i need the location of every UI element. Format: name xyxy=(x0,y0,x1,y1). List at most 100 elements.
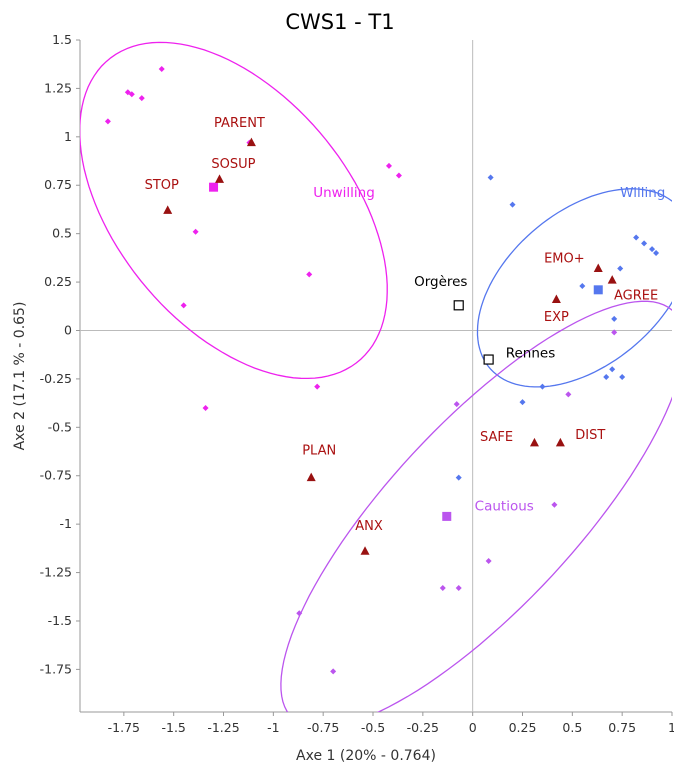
unwilling-point xyxy=(128,91,135,98)
group-centroids: Unwilling Willing Cautious xyxy=(209,182,665,521)
x-tick-label: 1 xyxy=(668,720,674,735)
willing-point xyxy=(509,201,516,208)
x-tick-label: 0.75 xyxy=(608,720,636,735)
cautious-point xyxy=(565,391,572,398)
x-tick-label: -0.75 xyxy=(307,720,339,735)
willing-point xyxy=(579,282,586,289)
willing-point xyxy=(619,373,626,380)
plot-frame xyxy=(80,40,672,712)
x-tick-label: 0 xyxy=(469,720,477,735)
variable-agree-marker xyxy=(607,275,617,284)
site-markers: Orgères Rennes xyxy=(414,274,556,365)
willing-point xyxy=(641,240,648,247)
chart-title: CWS1 - T1 xyxy=(285,10,394,34)
variable-dist-marker xyxy=(555,437,565,447)
x-tick-label: -0.5 xyxy=(361,720,385,735)
variable-emo-label: EMO+ xyxy=(544,252,585,267)
unwilling-point xyxy=(202,404,209,411)
x-tick-labels: -1.75 -1.5 -1.25 -1 -0.75 -0.5 -0.25 0 0.25 0.5 0.… xyxy=(108,712,674,735)
willing-point xyxy=(539,383,546,390)
unwilling-point xyxy=(395,172,402,179)
site-rennes-label: Rennes xyxy=(506,346,556,362)
y-tick-label: 0.25 xyxy=(44,274,72,289)
willing-point xyxy=(487,174,494,181)
y-tick-label: 1.5 xyxy=(52,32,72,47)
variable-exp-label: EXP xyxy=(544,310,569,325)
variable-parent-marker xyxy=(246,137,256,147)
variable-anx-marker xyxy=(360,546,370,555)
variable-markers: PARENT SOSUP STOP EMO+ AGREE EXP SAFE DIST PLAN A… xyxy=(145,116,658,555)
cautious-point xyxy=(485,557,492,564)
unwilling-point xyxy=(192,228,199,235)
willing-point xyxy=(611,315,618,322)
variable-sosup-label: SOSUP xyxy=(211,157,255,172)
y-tick-label: -0.25 xyxy=(40,371,72,386)
y-tick-label: 0 xyxy=(64,322,72,337)
y-tick-label: -1 xyxy=(60,516,72,531)
willing-point xyxy=(653,250,660,257)
y-tick-label: -1.25 xyxy=(40,565,72,580)
unwilling-centroid xyxy=(209,182,219,192)
willing-ellipse xyxy=(476,188,672,388)
unwilling-label: Unwilling xyxy=(313,185,375,201)
willing-point xyxy=(617,265,624,272)
unwilling-point xyxy=(314,383,321,390)
variable-agree-label: AGREE xyxy=(614,289,658,304)
cautious-point xyxy=(330,668,337,675)
site-rennes-marker xyxy=(483,354,494,365)
cautious-point xyxy=(453,401,460,408)
x-tick-label: 0.5 xyxy=(562,720,582,735)
variable-parent-label: PARENT xyxy=(214,116,265,131)
x-tick-label: -0.25 xyxy=(407,720,439,735)
variable-exp-marker xyxy=(551,294,561,304)
y-tick-label: 1 xyxy=(64,129,72,144)
variable-stop-label: STOP xyxy=(145,178,179,193)
variable-stop-marker xyxy=(163,205,173,214)
variable-anx-label: ANX xyxy=(355,519,383,534)
site-orgres-marker xyxy=(453,300,464,311)
y-tick-label: -0.75 xyxy=(40,468,72,483)
site-orgres-label: Orgères xyxy=(414,274,467,290)
variable-dist-label: DIST xyxy=(575,428,605,443)
willing-label: Willing xyxy=(620,185,665,201)
unwilling-point xyxy=(104,118,111,125)
x-tick-label: -1 xyxy=(267,720,279,735)
x-tick-label: -1.75 xyxy=(108,720,140,735)
y-tick-label: -0.5 xyxy=(48,419,72,434)
willing-point xyxy=(519,399,526,406)
y-tick-label: -1.5 xyxy=(48,613,72,628)
unwilling-point xyxy=(158,66,165,73)
willing-point xyxy=(603,373,610,380)
x-tick-label: -1.25 xyxy=(207,720,239,735)
y-tick-label: 1.25 xyxy=(44,80,72,95)
group-ellipses xyxy=(80,41,672,712)
y-axis-label: Axe 2 (17.1 % - 0.65) xyxy=(12,302,28,451)
y-tick-label: 0.5 xyxy=(52,226,72,241)
cautious-label: Cautious xyxy=(475,499,534,515)
x-tick-label: 0.25 xyxy=(509,720,537,735)
variable-emo-marker xyxy=(593,263,603,273)
variable-sosup-marker xyxy=(215,174,225,183)
variable-plan-marker xyxy=(306,472,316,482)
unwilling-ellipse xyxy=(80,41,388,380)
x-tick-label: -1.5 xyxy=(161,720,185,735)
cautious-point xyxy=(296,610,303,617)
willing-point xyxy=(633,234,640,241)
cautious-point xyxy=(455,585,462,592)
willing-point xyxy=(455,474,462,481)
unwilling-point xyxy=(306,271,313,278)
y-tick-labels: 1.5 1.25 1 0.75 0.5 0.25 0 -0.25 -0.5 -0.75 -1 -1.2… xyxy=(40,32,80,676)
cautious-ellipse xyxy=(280,300,672,712)
cautious-point xyxy=(551,501,558,508)
observation-points xyxy=(104,66,660,675)
unwilling-point xyxy=(385,162,392,169)
willing-centroid xyxy=(593,285,603,295)
willing-point xyxy=(649,246,656,253)
unwilling-point xyxy=(138,95,145,102)
y-tick-label: -1.75 xyxy=(40,661,72,676)
willing-point xyxy=(609,366,616,373)
cautious-point xyxy=(611,329,618,336)
cautious-point xyxy=(439,585,446,592)
variable-safe-label: SAFE xyxy=(480,430,513,445)
